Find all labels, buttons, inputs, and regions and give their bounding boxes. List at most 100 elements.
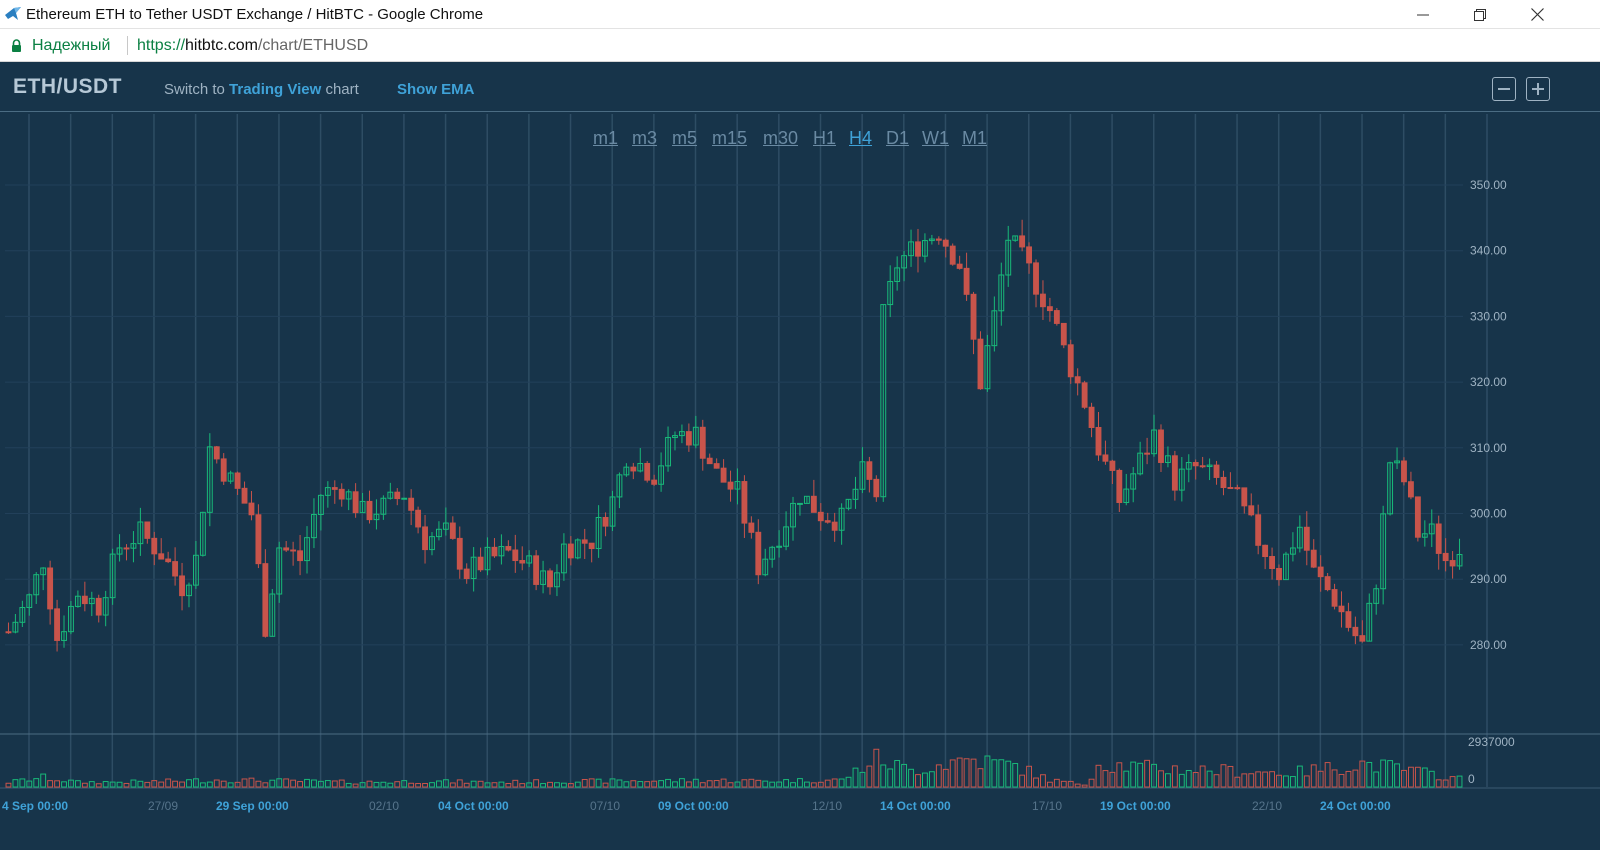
volume-bar (658, 780, 665, 788)
timeframe-m3[interactable]: m3 (632, 128, 658, 148)
url-scheme: https:// (137, 37, 186, 54)
url-text[interactable]: https://hitbtc.com/chart/ETHUSD (137, 37, 368, 55)
y-tick-label: 350.00 (1470, 178, 1507, 192)
candle-body (186, 584, 192, 597)
volume-bar (359, 782, 366, 788)
restore-button[interactable] (1457, 0, 1503, 29)
zoom-out-button[interactable] (1492, 77, 1516, 101)
candle-body (859, 461, 866, 490)
candle-body (1428, 523, 1435, 535)
volume-bar (61, 781, 67, 788)
volume-bar (1199, 765, 1206, 788)
volume-bar (540, 783, 547, 788)
volume-bar (234, 781, 241, 788)
pair-title: ETH/USDT (13, 75, 122, 98)
volume-bar (1380, 759, 1387, 788)
candle-body (192, 554, 199, 586)
timeframe-H4[interactable]: H4 (849, 128, 873, 148)
volume-bar (1026, 765, 1033, 788)
volume-bar (283, 778, 290, 788)
volume-bar (47, 780, 54, 788)
zoom-in-button[interactable] (1526, 77, 1550, 101)
candle-body (442, 522, 449, 530)
candle-body (213, 446, 220, 460)
timeframe-m1[interactable]: m1 (593, 128, 619, 148)
volume-bar (324, 780, 331, 788)
x-tick-label: 02/10 (369, 799, 399, 813)
address-bar[interactable]: Надежный https://hitbtc.com/chart/ETHUSD (0, 29, 1600, 62)
candle-body (1387, 462, 1394, 515)
volume-bar (797, 778, 803, 788)
candle-body (116, 547, 123, 555)
timeframe-W1[interactable]: W1 (922, 128, 949, 148)
volume-bar (616, 779, 623, 788)
candle-body (456, 537, 463, 570)
volume-bar (1255, 771, 1262, 788)
candlestick-chart[interactable]: 350.00 340.00 330.00 320.00 310.00 300.00 290.… (0, 62, 1600, 850)
timeframe-m5[interactable]: m5 (672, 128, 698, 148)
volume-bar (1234, 776, 1241, 788)
candle-body (297, 550, 304, 562)
candle-body (158, 553, 165, 560)
volume-bar (533, 779, 540, 788)
volume-bar (422, 782, 428, 788)
volume-bar (442, 779, 449, 788)
candle-body (290, 549, 297, 552)
candle-body (498, 546, 505, 557)
volume-bar (1324, 762, 1331, 788)
candle-body (505, 546, 512, 551)
candle-body (95, 597, 102, 616)
volume-bar (123, 782, 130, 788)
volume-bar (595, 778, 602, 788)
candle-body (942, 239, 949, 247)
volume-bar (880, 764, 887, 788)
candle-body (283, 547, 290, 551)
volume-bar (519, 783, 526, 788)
timeframe-D1[interactable]: D1 (886, 128, 910, 148)
volume-bar (456, 779, 463, 788)
volume-bar (40, 773, 47, 788)
candle-body (1046, 306, 1053, 312)
timeframe-H1[interactable]: H1 (813, 128, 837, 148)
candle-body (130, 543, 137, 549)
volume-bar (748, 778, 755, 788)
volume-bar (213, 779, 220, 788)
minimize-button[interactable] (1400, 0, 1446, 29)
candle-body (727, 481, 734, 490)
candle-body (435, 528, 442, 538)
close-window-button[interactable] (1514, 0, 1560, 29)
candle-body (151, 537, 158, 555)
volume-bar (1060, 780, 1067, 788)
candle-body (1296, 526, 1303, 549)
volume-bar (1296, 765, 1303, 788)
candle-body (630, 466, 637, 472)
volume-bar (317, 780, 324, 788)
candle-body (248, 502, 255, 516)
lock-icon (12, 39, 21, 52)
candle-body (921, 240, 928, 257)
volume-bar (512, 779, 519, 788)
timeframe-m15[interactable]: m15 (712, 128, 748, 148)
show-ema-link[interactable]: Show EMA (397, 81, 475, 98)
timeframe-m30[interactable]: m30 (763, 128, 799, 148)
volume-bar (1123, 770, 1130, 788)
candle-body (928, 238, 935, 242)
candle-body (658, 465, 665, 485)
candle-body (1435, 523, 1442, 554)
trading-view-link[interactable]: Trading View (229, 81, 322, 98)
volume-bar (74, 780, 81, 788)
volume-bar (1116, 762, 1123, 788)
volume-bar (33, 778, 40, 788)
volume-bar (1283, 775, 1289, 788)
candle-body (935, 238, 942, 241)
volume-bar (26, 780, 33, 788)
volume-bar (401, 780, 408, 788)
volume-bar (852, 767, 859, 788)
candle-body (463, 568, 470, 580)
x-tick-label: 27/09 (148, 799, 178, 813)
volume-bar (1435, 779, 1442, 788)
candle-body (1081, 382, 1088, 408)
timeframe-M1[interactable]: M1 (962, 128, 988, 148)
candle-body (241, 487, 248, 504)
candle-body (949, 245, 956, 265)
